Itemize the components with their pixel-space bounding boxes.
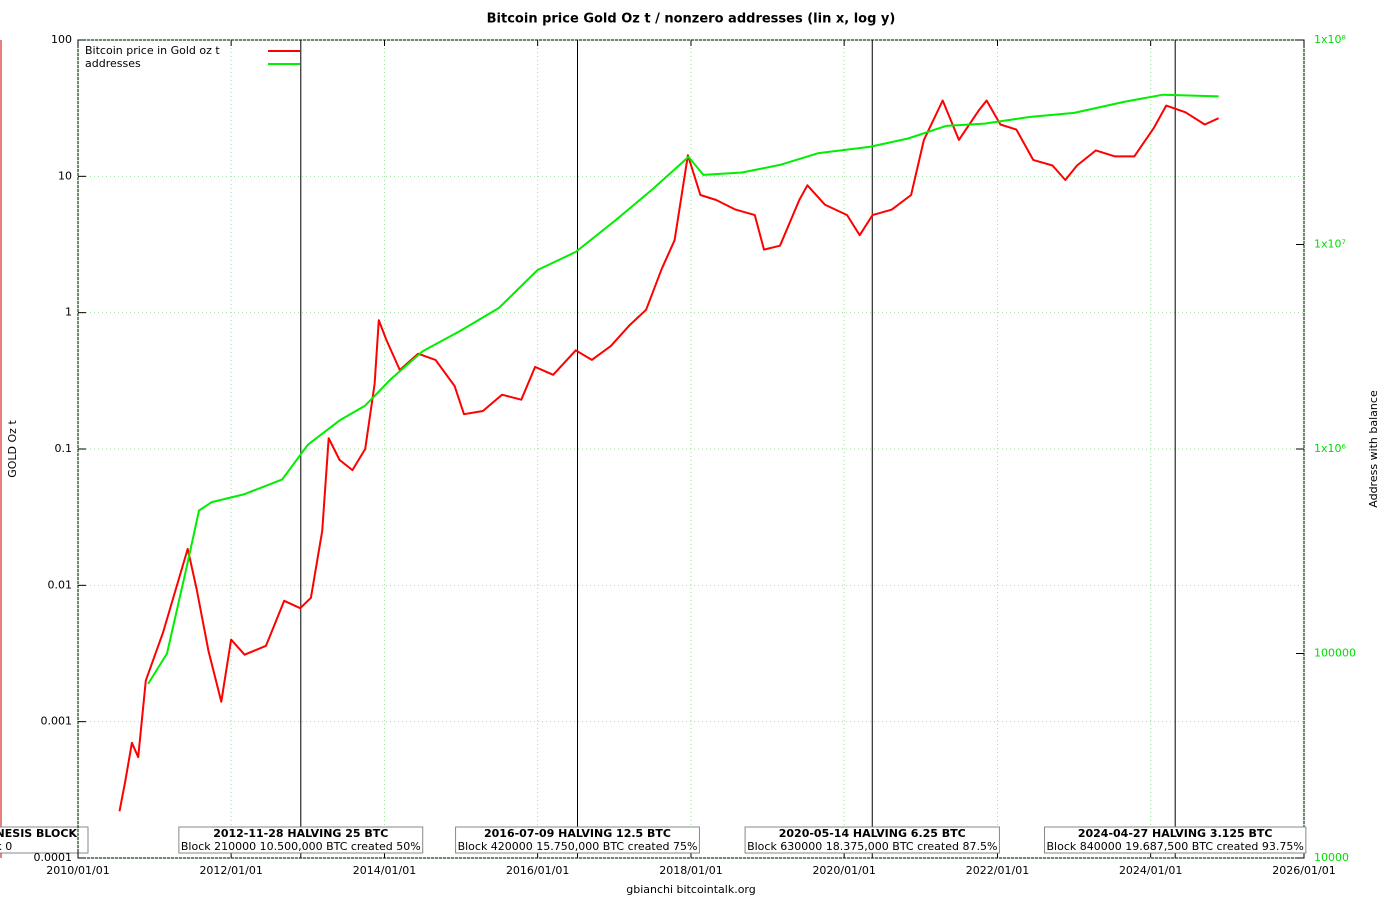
series-line [118,99,1220,812]
y2-tick-label: 1x10⁶ [1314,442,1347,455]
x-tick-label: 2020/01/01 [812,864,875,877]
y-tick-label: 1 [65,306,72,319]
halving-text: Block 420000 15.750,000 BTC created 75% [458,840,698,853]
y-tick-label: 0.001 [41,715,73,728]
y-tick-label: 100 [51,33,72,46]
legend-label: addresses [85,57,141,70]
halving-title: 2020-05-14 HALVING 6.25 BTC [779,827,966,840]
y-tick-label: 10 [58,169,72,182]
halving-text: Block 630000 18.375,000 BTC created 87.5… [747,840,997,853]
y2-tick-label: 10000 [1314,851,1349,864]
halving-title: 2012-11-28 HALVING 25 BTC [213,827,388,840]
halving-box [178,826,424,854]
genesis-title: GENESIS BLOCK [0,827,77,840]
y-axis-label: GOLD Oz t [6,420,19,478]
halving-title: 2024-04-27 HALVING 3.125 BTC [1078,827,1273,840]
series-line [147,93,1219,685]
halving-box [744,826,1000,854]
x-tick-label: 2018/01/01 [659,864,722,877]
chart-title: Bitcoin price Gold Oz t / nonzero addres… [487,12,896,27]
y-tick-label: 0.01 [48,578,73,591]
x-tick-label: 2014/01/01 [353,864,416,877]
x-tick-label: 2024/01/01 [1119,864,1182,877]
x-tick-label: 2010/01/01 [46,864,109,877]
genesis-box [0,826,89,854]
halving-title: 2016-07-09 HALVING 12.5 BTC [484,827,671,840]
halving-box [455,826,700,854]
legend-label: Bitcoin price in Gold oz t [85,44,220,57]
y-tick-label: 0.1 [55,442,73,455]
genesis-text: Block 0 [0,840,12,853]
x-tick-label: 2016/01/01 [506,864,569,877]
x-tick-label: 2012/01/01 [199,864,262,877]
y2-tick-label: 1x10⁸ [1314,33,1347,46]
footer: gbianchi bitcointalk.org [626,883,755,896]
y2-tick-label: 100000 [1314,647,1356,660]
x-tick-label: 2026/01/01 [1272,864,1335,877]
halving-text: Block 840000 19.687,500 BTC created 93.7… [1047,840,1304,853]
halving-text: Block 210000 10.500,000 BTC created 50% [181,840,421,853]
halving-box [1044,826,1307,854]
y2-tick-label: 1x10⁷ [1314,238,1346,251]
y2-axis-label: Address with balance [1367,390,1380,508]
x-tick-label: 2022/01/01 [966,864,1029,877]
y-tick-label: 0.0001 [34,851,73,864]
